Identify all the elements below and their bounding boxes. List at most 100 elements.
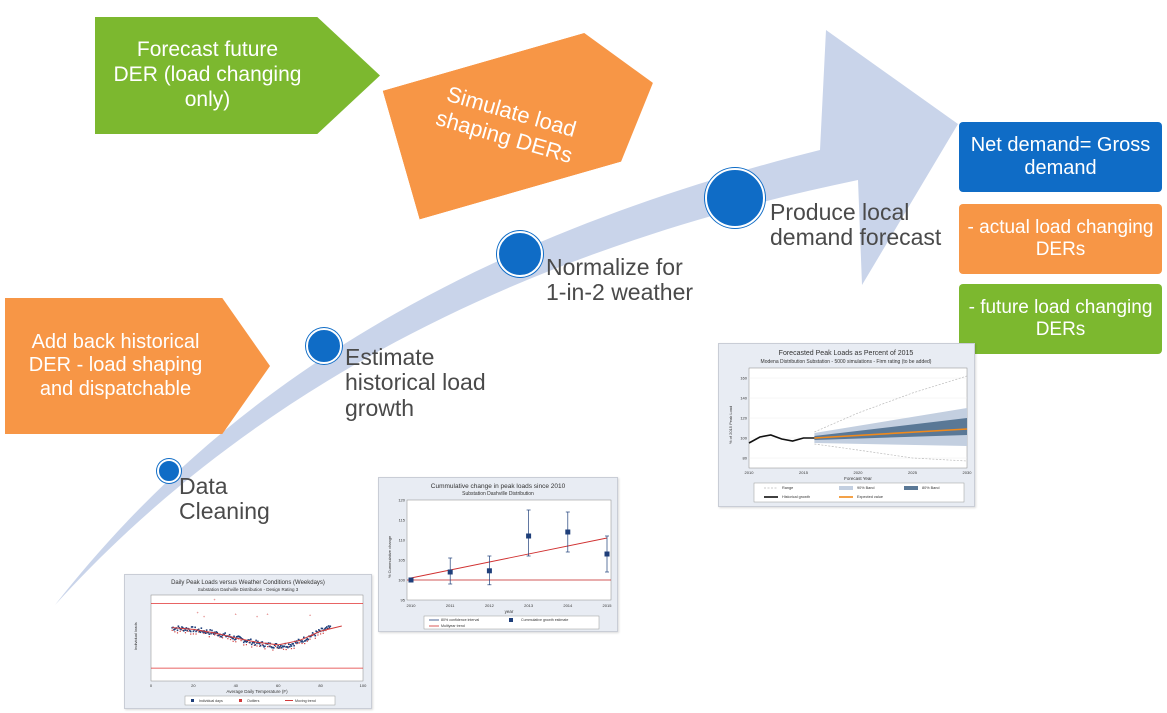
- chart1-point: [315, 630, 317, 633]
- add-back-historical-der-shape: Add back historical DER - load shaping a…: [5, 298, 270, 434]
- chart1-point: [215, 631, 218, 633]
- chart1-point-red: [267, 646, 269, 648]
- forecast-future-der-shape: Forecast future DER (load changing only): [95, 17, 380, 134]
- chart1-point: [318, 629, 321, 632]
- chart1-point-red: [285, 648, 287, 651]
- chart1-point: [263, 645, 265, 648]
- chart1-point: [186, 629, 189, 632]
- chart1-point-red: [184, 632, 187, 634]
- chart1-point: [217, 634, 219, 637]
- chart3-legend-label: Expected value: [857, 495, 883, 499]
- chart1-point: [278, 647, 280, 649]
- chart1-xtick-label: 0: [150, 683, 153, 688]
- chart3-ytick-label: 80: [743, 456, 748, 461]
- chart1-point: [235, 638, 237, 640]
- chart2-title: Cummulative change in peak loads since 2…: [431, 483, 566, 490]
- net-demand-box: Net demand= Gross demand: [959, 122, 1162, 192]
- arrow-shape: [55, 30, 958, 605]
- chart1-point-red: [259, 645, 261, 647]
- chart1-point: [198, 630, 201, 633]
- chart1-xtick-label: 20: [191, 683, 196, 688]
- chart3-xtick-label: 2025: [908, 470, 918, 475]
- chart1-point: [288, 645, 291, 648]
- chart1-point-red: [314, 637, 316, 639]
- chart1-point: [248, 639, 250, 641]
- chart1-point: [251, 642, 254, 644]
- chart1-point-red: [179, 630, 181, 632]
- chart1-point-red: [203, 632, 205, 635]
- chart1-point: [200, 627, 203, 629]
- chart1-point: [182, 626, 184, 629]
- chart1-point: [250, 643, 253, 646]
- chart1-point: [328, 626, 331, 629]
- chart1-point: [309, 635, 311, 638]
- chart1-outlier: +: [213, 597, 216, 602]
- chart1-point: [325, 627, 327, 629]
- step-label-data-cleaning: Data Cleaning: [179, 473, 270, 525]
- chart1-point: [249, 641, 251, 644]
- chart1-point: [232, 637, 234, 640]
- chart1-point-red: [264, 648, 266, 650]
- chart1-point: [274, 643, 277, 645]
- chart1-legend-label: Outliers: [247, 699, 260, 703]
- future-load-box: - future load changing DERs: [959, 284, 1162, 354]
- chart1-point: [290, 645, 293, 647]
- chart1-xtick-label: 60: [276, 683, 281, 688]
- chart1-point: [326, 627, 329, 630]
- chart1-point: [288, 643, 290, 646]
- chart1-point: [321, 627, 324, 630]
- chart1-point: [258, 642, 261, 645]
- chart1-point: [223, 633, 226, 636]
- chart1-point-red: [309, 638, 311, 640]
- chart1-point: [233, 635, 235, 638]
- chart3-xtick-label: 2030: [963, 470, 973, 475]
- chart1-point-red: [211, 632, 213, 634]
- chart1-point: [279, 645, 281, 648]
- chart2-xtick-label: 2015: [603, 603, 613, 608]
- chart3-legend-label: 80% Band: [922, 486, 940, 490]
- chart1-point: [280, 646, 283, 649]
- chart2-ytick-label: 100: [398, 578, 405, 583]
- chart1-point: [256, 642, 258, 645]
- chart3-range-high: [814, 375, 968, 433]
- chart1-point: [296, 642, 299, 644]
- step-dot-estimate-growth: [306, 328, 342, 364]
- chart3-xtick-label: 2010: [745, 470, 755, 475]
- chart1-point: [253, 642, 256, 644]
- chart1-point: [191, 626, 194, 628]
- chart1-outlier: +: [309, 613, 312, 618]
- chart3-expected-line: [814, 428, 968, 439]
- chart1-point: [267, 642, 270, 644]
- chart1-point: [209, 629, 211, 631]
- chart1-point-red: [240, 639, 242, 642]
- chart1-point: [242, 641, 245, 644]
- step-label-produce-forecast: Produce local demand forecast: [770, 199, 942, 251]
- chart1-point: [318, 629, 320, 631]
- chart1-point-red: [195, 633, 197, 635]
- chart1-point-red: [192, 633, 194, 635]
- chart1-point: [236, 635, 239, 638]
- chart2-legend-label: 80% confidence interval: [441, 618, 479, 622]
- simulate-load-shaping-text: Simulate load shaping DERs: [433, 81, 580, 168]
- chart2-ytick-label: 95: [401, 598, 406, 603]
- chart1-legend-marker: [191, 699, 194, 702]
- chart1-point: [185, 627, 188, 629]
- chart1-point-red: [256, 645, 258, 647]
- chart1-point: [291, 643, 294, 645]
- chart3-xtick-label: 2015: [799, 470, 809, 475]
- chart1-point-red: [227, 638, 229, 640]
- chart1-point-red: [293, 647, 295, 649]
- chart1-outlier: +: [196, 610, 199, 615]
- chart1-point-red: [216, 634, 218, 636]
- step-dot-produce-forecast: [705, 168, 765, 228]
- chart1-point: [216, 631, 219, 634]
- chart3-ytick-label: 140: [740, 396, 747, 401]
- chart1-point-red: [301, 642, 303, 645]
- chart2-legend-label: Cummulative growth estimate: [521, 618, 568, 622]
- chart1-point-red: [208, 636, 210, 638]
- chart3-ylabel: % of 2015 Peak Load: [728, 406, 733, 444]
- chart1-point: [285, 646, 287, 648]
- forecast-future-der-text: Forecast future DER (load changing only): [113, 38, 302, 111]
- chart1-point-red: [251, 646, 253, 648]
- chart1-point-red: [176, 632, 179, 634]
